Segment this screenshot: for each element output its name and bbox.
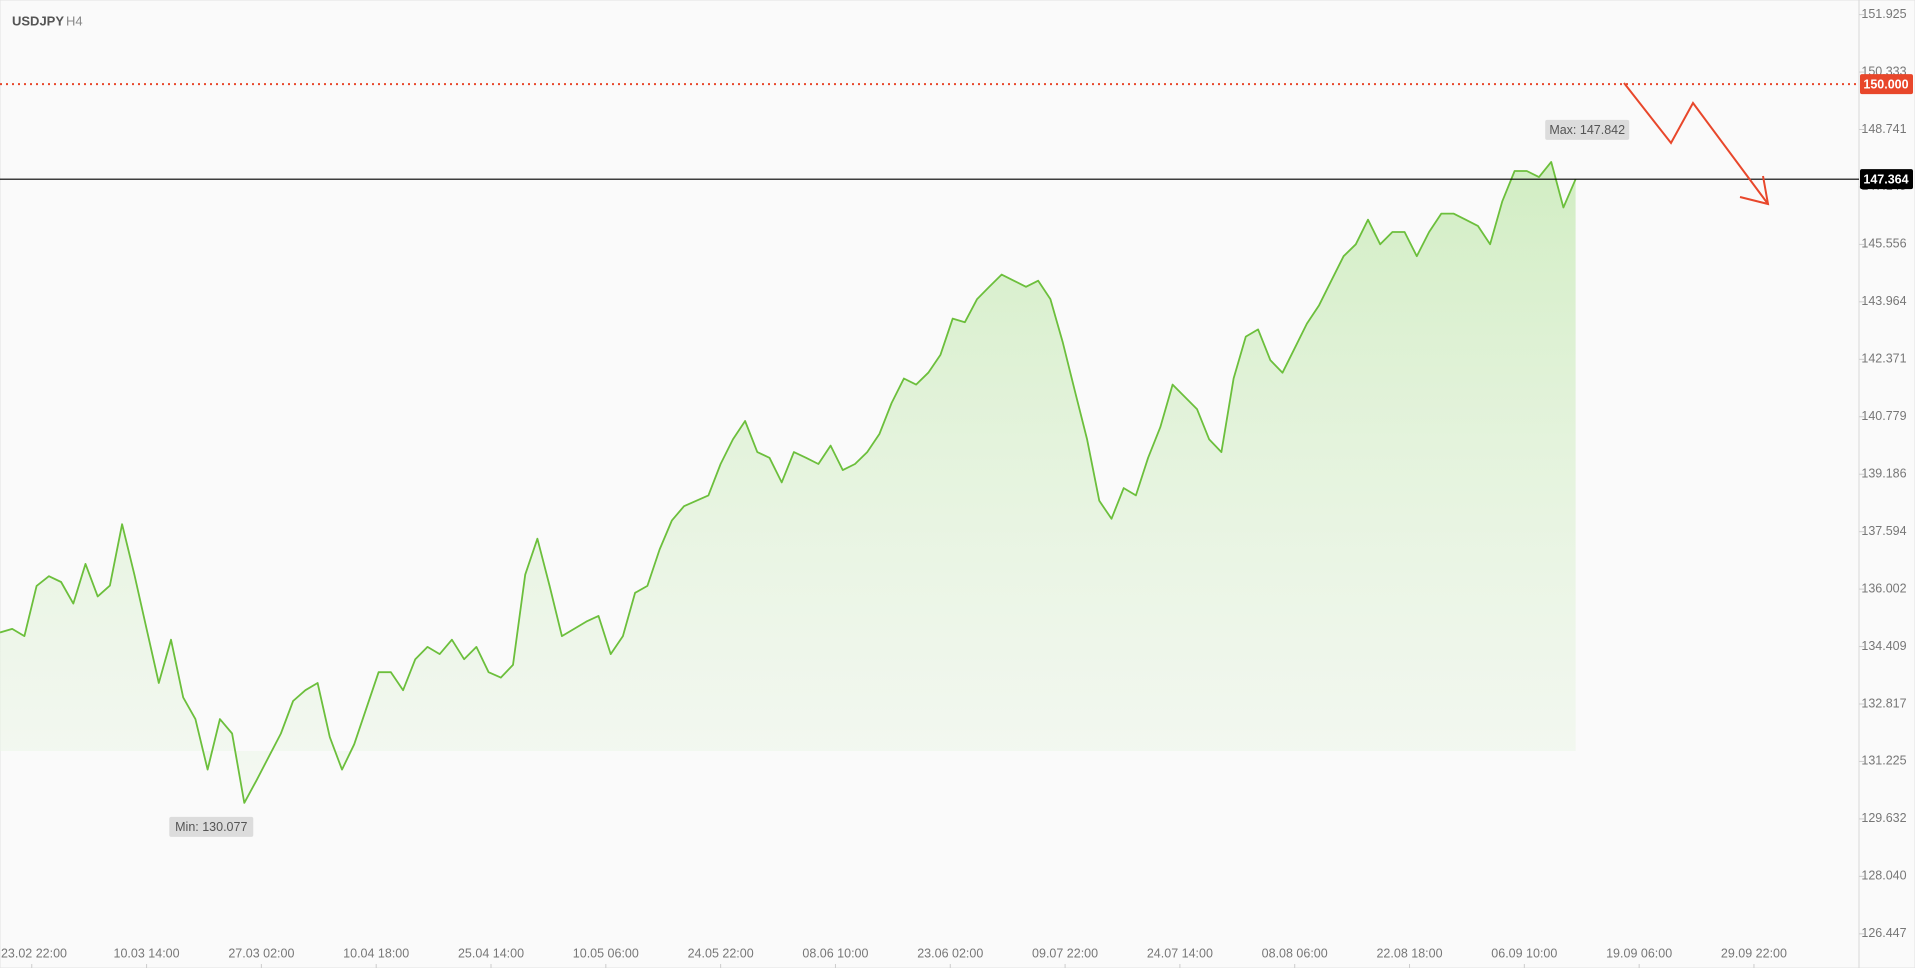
- forecast-arrow: [1623, 82, 1770, 206]
- y-tick-label: 151.925: [1861, 7, 1906, 21]
- x-tick-label: 10.05 06:00: [573, 946, 639, 960]
- price-label: 150.000: [1863, 77, 1908, 91]
- y-tick-label: 129.632: [1861, 811, 1906, 825]
- min-label: Min: 130.077: [175, 820, 247, 834]
- chart-title: USDJPY: [12, 13, 64, 28]
- x-tick-label: 22.08 18:00: [1376, 946, 1442, 960]
- area: [0, 161, 1576, 803]
- y-tick-label: 126.447: [1861, 926, 1906, 940]
- y-tick-label: 143.964: [1861, 294, 1906, 308]
- x-tick-label: 09.07 22:00: [1032, 946, 1098, 960]
- line: [0, 161, 1577, 804]
- y-tick-label: 131.225: [1861, 754, 1906, 768]
- min-label-box: [169, 816, 254, 837]
- y-tick-label: 148.741: [1861, 122, 1906, 136]
- x-tick-label: 24.07 14:00: [1147, 946, 1213, 960]
- x-tick-label: 10.03 14:00: [114, 946, 180, 960]
- price-label-box: [1860, 169, 1913, 190]
- max-label-box: [1545, 119, 1630, 140]
- y-tick-label: 136.002: [1861, 581, 1906, 595]
- x-tick-label: 24.05 22:00: [688, 946, 754, 960]
- x-tick-label: 25.04 14:00: [458, 946, 524, 960]
- y-tick-label: 132.817: [1861, 696, 1906, 710]
- x-tick-label: 08.08 06:00: [1262, 946, 1328, 960]
- max-label: Max: 147.842: [1549, 123, 1625, 137]
- y-tick-label: 128.040: [1861, 869, 1906, 883]
- y-tick-label: 145.556: [1861, 237, 1906, 251]
- x-tick-label: 10.04 18:00: [343, 946, 409, 960]
- x-tick-label: 29.09 22:00: [1721, 946, 1787, 960]
- x-tick-label: 19.09 06:00: [1606, 946, 1672, 960]
- arrow-head: [1739, 175, 1770, 206]
- x-tick-label: 23.06 02:00: [917, 946, 983, 960]
- x-tick-label: 27.03 02:00: [228, 946, 294, 960]
- x-tick-label: 06.09 10:00: [1491, 946, 1557, 960]
- arrow-path: [1623, 82, 1769, 205]
- chart-subtitle: H4: [66, 13, 83, 28]
- x-tick-label: 23.02 22:00: [1, 946, 67, 960]
- y-tick-label: 137.594: [1861, 524, 1906, 538]
- x-tick-label: 08.06 10:00: [802, 946, 868, 960]
- price-label: 147.364: [1863, 172, 1908, 186]
- y-tick-label: 134.409: [1861, 639, 1906, 653]
- y-tick-label: 139.186: [1861, 467, 1906, 481]
- y-tick-label: 142.371: [1861, 352, 1906, 366]
- y-tick-label: 140.779: [1861, 409, 1906, 423]
- price-label-box: [1860, 74, 1913, 95]
